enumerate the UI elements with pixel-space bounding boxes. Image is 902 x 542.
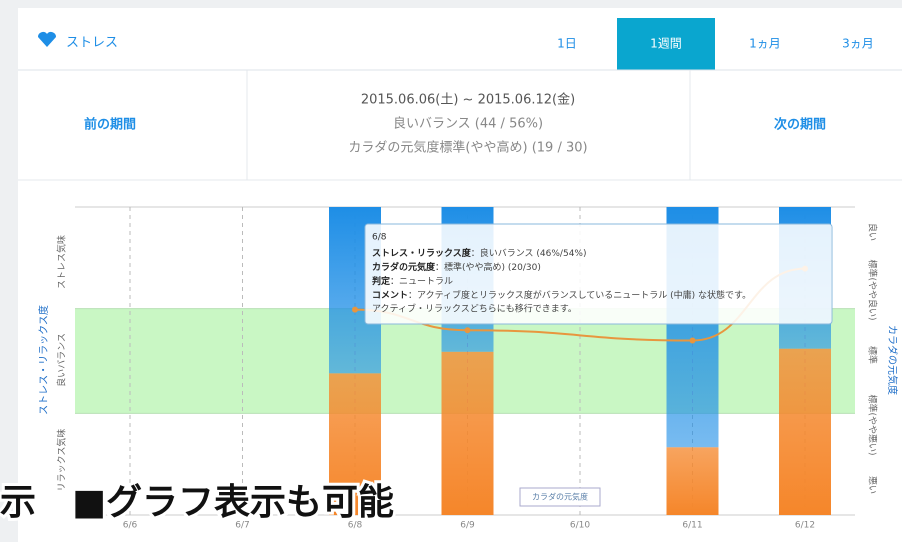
- energy-point: [689, 337, 696, 344]
- y-level: リラックス気味: [56, 429, 68, 492]
- bar-segment: [329, 373, 381, 515]
- y-axis-title: ストレス・リラックス度: [37, 305, 50, 415]
- y2-level: 悪い: [867, 476, 878, 494]
- y2-axis-title: カラダの元気度: [886, 325, 899, 395]
- y2-level: 標準: [867, 346, 879, 364]
- tooltip-row: カラダの元気度：標準(やや高め) (20/30): [372, 261, 541, 273]
- y-level: ストレス気味: [56, 235, 68, 289]
- x-tick-label: 6/9: [460, 521, 475, 531]
- y2-level: 標準(やや良い): [867, 259, 879, 320]
- tooltip-extra: アクティブ・リラックスどちらにも移行できます。: [372, 303, 577, 315]
- tab[interactable]: 1ヵ月: [749, 37, 781, 51]
- tooltip-text: ：良いバランス (46%/54%): [471, 247, 587, 259]
- legend-box: [519, 487, 601, 507]
- x-tick-label: 6/8: [348, 521, 363, 531]
- tooltip-text: ：アクティブ度とリラックス度がバランスしているニュートラル (中庸) な状態です…: [408, 289, 751, 301]
- x-tick-label: 6/7: [235, 521, 249, 531]
- period-range: 2015.06.06(土) ~ 2015.06.12(金): [361, 92, 575, 108]
- y2-level: 標準(やや悪い): [867, 394, 879, 455]
- prev-period[interactable]: 前の期間: [84, 117, 136, 133]
- energy-point: [464, 327, 471, 334]
- tooltip-date: 6/8: [372, 233, 387, 243]
- page-title: ストレス: [66, 36, 118, 51]
- tooltip-label: ストレス・リラックス度: [372, 247, 472, 259]
- energy-point: [352, 306, 358, 313]
- tooltip-row: コメント：アクティブ度とリラックス度がバランスしているニュートラル (中庸) な…: [372, 289, 751, 301]
- tooltip-row: ストレス・リラックス度：良いバランス (46%/54%): [372, 247, 586, 259]
- heart-icon: [38, 31, 56, 47]
- next-period[interactable]: 次の期間: [774, 117, 826, 133]
- bar-segment: [441, 351, 494, 515]
- tooltip-text: ：標準(やや高め) (20/30): [435, 261, 541, 273]
- x-tick-label: 6/6: [123, 521, 138, 531]
- tab[interactable]: 1日: [557, 37, 577, 51]
- bar-segment: [779, 348, 831, 515]
- bar-segment: [666, 447, 719, 515]
- y2-level: 良い: [867, 223, 879, 241]
- period-balance: 良いバランス (44 / 56%): [393, 116, 543, 132]
- x-tick-label: 6/10: [570, 521, 590, 531]
- legend-entry: カラダの元気度: [532, 492, 588, 502]
- tab[interactable]: 3ヵ月: [842, 37, 874, 51]
- tooltip-label: 判定: [372, 275, 391, 287]
- x-tick-label: 6/12: [795, 521, 815, 531]
- tooltip-label: コメント: [372, 290, 408, 301]
- y-level: 良いバランス: [56, 333, 68, 387]
- tooltip-text: ：ニュートラル: [390, 276, 453, 287]
- tooltip-label: カラダの元気度: [372, 261, 436, 273]
- banner: 示 ■グラフ表示も可能: [0, 482, 394, 523]
- tooltip-row: 判定：ニュートラル: [372, 275, 453, 287]
- period-energy: カラダの元気度標準(やや高め) (19 / 30): [348, 140, 587, 156]
- tab[interactable]: 1週間: [650, 37, 682, 51]
- tooltip-box: [364, 223, 833, 325]
- x-tick-label: 6/11: [682, 521, 702, 531]
- active-tab-bg: [617, 18, 715, 70]
